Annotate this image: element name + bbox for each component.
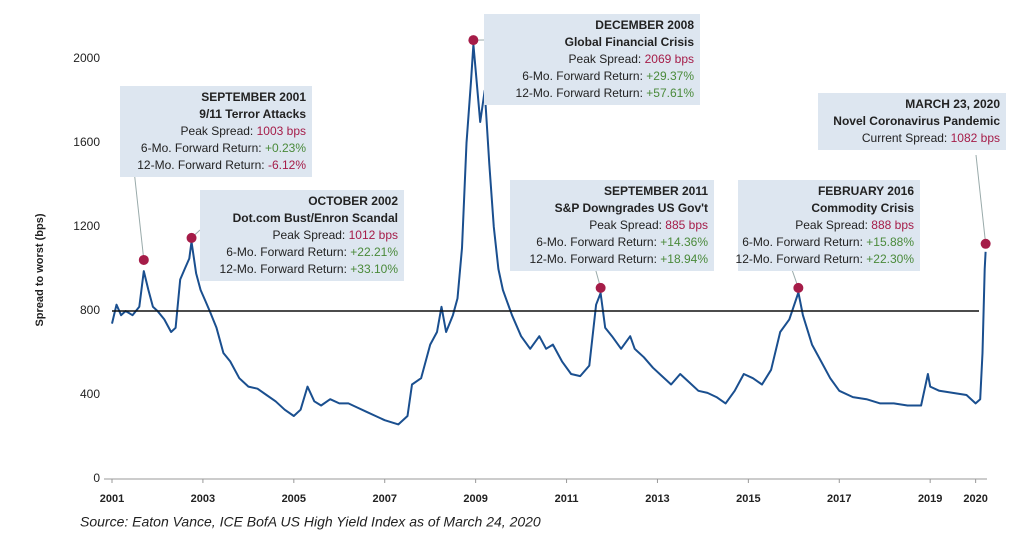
y-tick-label: 800 <box>80 303 100 317</box>
annotation-line: Peak Spread: 885 bps <box>589 218 708 232</box>
annotation-line: 12-Mo. Forward Return: +18.94% <box>530 252 709 266</box>
annotation-value: 888 bps <box>871 218 914 232</box>
annotation-box <box>510 180 714 271</box>
annotation-value: +33.10% <box>350 262 398 276</box>
connector <box>975 154 987 244</box>
annotation-line: Peak Spread: 1012 bps <box>273 228 398 242</box>
annotation-label: 12-Mo. Forward Return: <box>220 262 347 276</box>
annotation-line: 6-Mo. Forward Return: +15.88% <box>742 235 914 249</box>
annotation-line: 12-Mo. Forward Return: +57.61% <box>516 86 695 100</box>
annotation-label: 6-Mo. Forward Return: <box>141 141 262 155</box>
annotation-line: 12-Mo. Forward Return: +33.10% <box>220 262 399 276</box>
annotation-title: OCTOBER 2002 <box>308 194 398 208</box>
annotation-label: Peak Spread: <box>589 218 662 232</box>
x-tick-label: 2020 <box>963 493 987 505</box>
annotation-value: +0.23% <box>265 141 306 155</box>
peak-marker <box>186 232 197 243</box>
annotation-label: Peak Spread: <box>569 52 642 66</box>
annotation-subtitle: Commodity Crisis <box>811 201 914 215</box>
x-tick-label: 2007 <box>372 493 396 505</box>
annotation-value: 1012 bps <box>349 228 398 242</box>
source-note: Source: Eaton Vance, ICE BofA US High Yi… <box>80 514 541 530</box>
annotation-label: 12-Mo. Forward Return: <box>736 252 863 266</box>
series-line <box>111 43 987 426</box>
annotation-value: +22.30% <box>866 252 914 266</box>
annotation-value: 2069 bps <box>645 52 694 66</box>
peak-marker <box>468 35 479 46</box>
annotation-line: Current Spread: 1082 bps <box>862 131 1000 145</box>
x-tick-label: 2005 <box>282 493 306 505</box>
annotation-line: Peak Spread: 2069 bps <box>569 52 694 66</box>
connector <box>133 169 145 261</box>
annotation-value: 1003 bps <box>257 124 306 138</box>
x-tick-label: 2009 <box>463 493 487 505</box>
x-tick-label: 2011 <box>555 493 579 505</box>
annotation-subtitle: Novel Coronavirus Pandemic <box>833 114 1000 128</box>
x-tick-label: 2017 <box>827 493 851 505</box>
annotation-line: 12-Mo. Forward Return: +22.30% <box>736 252 915 266</box>
annotation-subtitle: S&P Downgrades US Gov't <box>555 201 708 215</box>
x-tick-label: 2019 <box>918 493 942 505</box>
annotation-line: 6-Mo. Forward Return: +29.37% <box>522 69 694 83</box>
y-tick-label: 1600 <box>73 135 100 149</box>
y-tick-label: 0 <box>93 471 100 485</box>
annotation-value: +18.94% <box>660 252 708 266</box>
y-tick-label: 400 <box>80 387 100 401</box>
annotation-line: Peak Spread: 888 bps <box>795 218 914 232</box>
annotation-value: +22.21% <box>350 245 398 259</box>
peak-marker <box>980 238 991 249</box>
annotation-label: 6-Mo. Forward Return: <box>536 235 657 249</box>
y-tick-label: 1200 <box>73 219 100 233</box>
annotation-title: DECEMBER 2008 <box>595 18 694 32</box>
annotation-value: +57.61% <box>646 86 694 100</box>
x-tick-label: 2001 <box>100 493 124 505</box>
annotation-subtitle: 9/11 Terror Attacks <box>199 107 306 121</box>
annotation-line: 6-Mo. Forward Return: +0.23% <box>141 141 306 155</box>
annotation-line: Peak Spread: 1003 bps <box>181 124 306 138</box>
annotation-label: Peak Spread: <box>181 124 254 138</box>
annotation-box <box>484 14 700 105</box>
annotation-value: +14.36% <box>660 235 708 249</box>
annotation-label: Peak Spread: <box>273 228 346 242</box>
annotation-label: Current Spread: <box>862 131 947 145</box>
annotation-box <box>120 86 312 177</box>
peak-marker <box>793 282 804 293</box>
annotation-title: SEPTEMBER 2001 <box>201 90 306 104</box>
annotation-title: SEPTEMBER 2011 <box>604 184 708 198</box>
annotation-label: 12-Mo. Forward Return: <box>530 252 657 266</box>
annotation-line: 12-Mo. Forward Return: -6.12% <box>137 158 306 172</box>
annotation-value: 885 bps <box>665 218 708 232</box>
annotation-line: 6-Mo. Forward Return: +14.36% <box>536 235 708 249</box>
annotation-label: 12-Mo. Forward Return: <box>516 86 643 100</box>
x-tick-label: 2015 <box>736 493 760 505</box>
annotation-title: FEBRUARY 2016 <box>818 184 914 198</box>
x-tick-label: 2003 <box>191 493 215 505</box>
annotation-label: Peak Spread: <box>795 218 868 232</box>
annotation-box <box>738 180 920 271</box>
y-tick-label: 2000 <box>73 51 100 65</box>
annotation-value: -6.12% <box>268 158 306 172</box>
x-tick-label: 2013 <box>645 493 669 505</box>
annotation-subtitle: Dot.com Bust/Enron Scandal <box>233 211 398 225</box>
peak-marker <box>595 282 606 293</box>
annotation-subtitle: Global Financial Crisis <box>565 35 695 49</box>
annotation-value: 1082 bps <box>951 131 1000 145</box>
annotation-value: +15.88% <box>866 235 914 249</box>
annotation-label: 6-Mo. Forward Return: <box>742 235 863 249</box>
annotation-line: 6-Mo. Forward Return: +22.21% <box>226 245 398 259</box>
annotation-box <box>818 93 1006 150</box>
annotation-value: +29.37% <box>646 69 694 83</box>
annotation-title: MARCH 23, 2020 <box>905 97 1000 111</box>
peak-marker <box>138 254 149 265</box>
annotation-box <box>200 190 404 281</box>
annotation-label: 12-Mo. Forward Return: <box>137 158 264 172</box>
y-axis-label: Spread to worst (bps) <box>34 213 46 326</box>
annotation-label: 6-Mo. Forward Return: <box>522 69 643 83</box>
annotation-label: 6-Mo. Forward Return: <box>226 245 347 259</box>
